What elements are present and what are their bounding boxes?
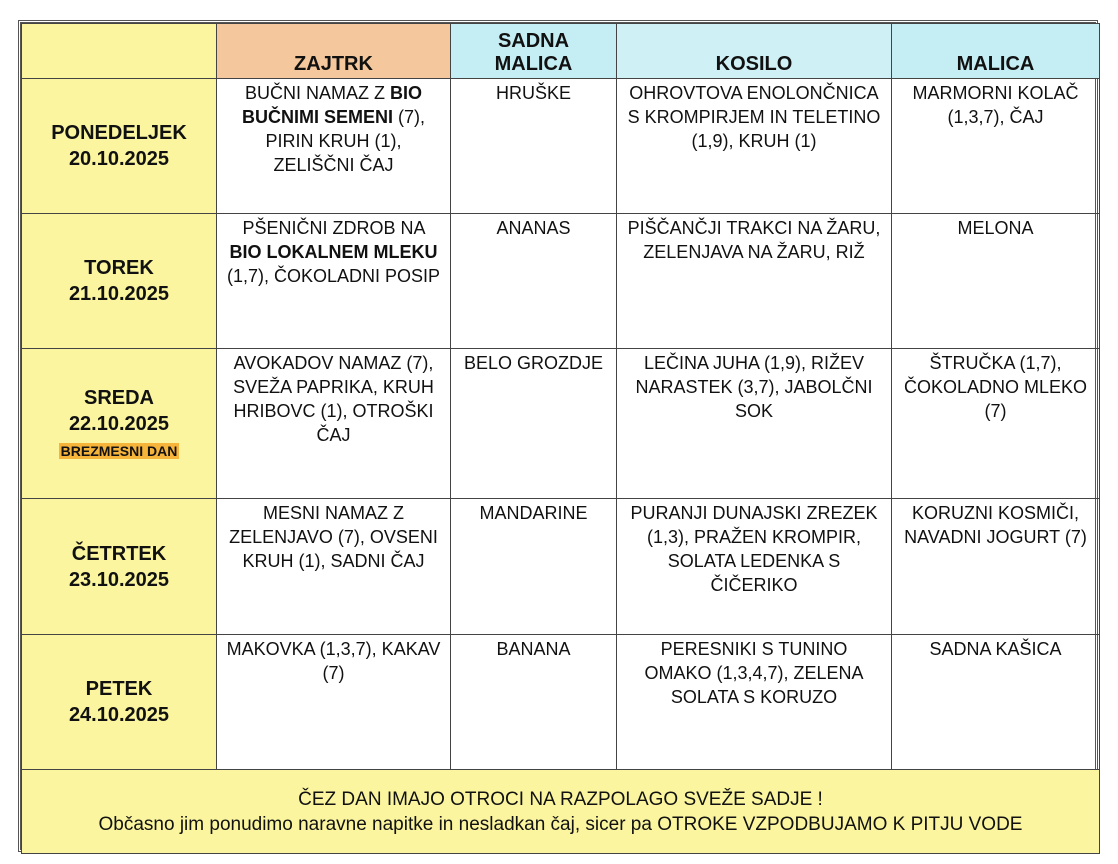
menu-text: MAKOVKA (1,3,7), KAKAV (7) [226,639,441,683]
day-name: ČETRTEK [71,542,167,565]
menu-table: ZAJTRK SADNA MALICA KOSILO MALICA PONEDELJEK… [18,20,1100,854]
menu-text: ANANAS [496,218,571,238]
menu-text: KORUZNI KOSMIČI, NAVADNI JOGURT (7) [904,503,1087,547]
day-cell: PONEDELJEK 20.10.2025 [21,78,217,214]
menu-text-part: BUČNI NAMAZ Z [244,83,385,103]
day-date: 24.10.2025 [68,704,170,726]
note-wrap: BREZMESNI DAN [30,437,208,463]
menu-text: MANDARINE [479,503,588,523]
footer-row: ČEZ DAN IMAJO OTROCI NA RAZPOLAGO SVEŽE … [21,769,1100,854]
day-row: PONEDELJEK 20.10.2025 BUČNI NAMAZ Z BIO BU… [21,78,1100,214]
menu-text: PERESNIKI S TUNINO OMAKO (1,3,4,7), ZELE… [644,639,864,707]
menu-cell: KORUZNI KOSMIČI, NAVADNI JOGURT (7) [891,498,1100,635]
column-header: MALICA [891,23,1100,79]
menu-cell: PŠENIČNI ZDROB NA BIO LOKALNEM MLEKU (1,… [216,213,451,349]
day-row: PETEK 24.10.2025 MAKOVKA (1,3,7), KAKAV (7… [21,634,1100,770]
menu-text-part: BIO LOKALNEM MLEKU [229,242,438,262]
day-row: SREDA 22.10.2025 BREZMESNI DAN AVOKADOV NAM… [21,348,1100,499]
menu-cell: HRUŠKE [450,78,617,214]
menu-text: SADNA KAŠICA [929,639,1062,659]
menu-cell: ŠTRUČKA (1,7), ČOKOLADNO MLEKO (7) [891,348,1100,499]
day-cell: TOREK 21.10.2025 [21,213,217,349]
menu-cell: OHROVTOVA ENOLONČNICA S KROMPIRJEM IN TE… [616,78,892,214]
day-row: TOREK 21.10.2025 PŠENIČNI ZDROB NA BIO LOK… [21,213,1100,349]
day-date: 20.10.2025 [68,148,170,170]
menu-text-part: (1,7), ČOKOLADNI POSIP [226,266,441,286]
menu-text: MESNI NAMAZ Z ZELENJAVO (7), OVSENI KRUH… [229,503,438,571]
menu-text: MARMORNI KOLAČ (1,3,7), ČAJ [912,83,1079,127]
day-date: 22.10.2025 [68,412,170,435]
menu-cell: BUČNI NAMAZ Z BIO BUČNIMI SEMENI (7), PI… [216,78,451,214]
menu-cell: SADNA KAŠICA [891,634,1100,770]
footer-cell: ČEZ DAN IMAJO OTROCI NA RAZPOLAGO SVEŽE … [21,769,1100,854]
day-name: TOREK [84,257,154,279]
column-header: KOSILO [616,23,892,79]
menu-text: PURANJI DUNAJSKI ZREZEK (1,3), PRAŽEN KR… [630,503,878,595]
menu-cell: MARMORNI KOLAČ (1,3,7), ČAJ [891,78,1100,214]
menu-text: AVOKADOV NAMAZ (7), SVEŽA PAPRIKA, KRUH … [233,353,434,445]
menu-cell: MAKOVKA (1,3,7), KAKAV (7) [216,634,451,770]
menu-text: PIŠČANČJI TRAKCI NA ŽARU, ZELENJAVA NA Ž… [627,218,881,262]
menu-cell: ANANAS [450,213,617,349]
menu-text: ŠTRUČKA (1,7), ČOKOLADNO MLEKO (7) [903,353,1088,421]
menu-text: BELO GROZDJE [463,353,604,373]
column-header: ZAJTRK [216,23,451,79]
day-name: SREDA [83,386,154,409]
menu-text: HRUŠKE [495,83,571,103]
menu-text: BANANA [496,639,571,659]
menu-text-part: PŠENIČNI ZDROB NA [242,218,425,238]
day-name: PETEK [85,678,153,700]
menu-text: OHROVTOVA ENOLONČNICA S KROMPIRJEM IN TE… [627,83,881,151]
menu-text-part: BIO BUČNIMI SEMENI [241,83,423,127]
header-row: ZAJTRK SADNA MALICA KOSILO MALICA [21,23,1100,79]
menu-text: LEČINA JUHA (1,9), RIŽEV NARASTEK (3,7),… [635,353,873,421]
day-date: 23.10.2025 [68,568,170,591]
day-name: PONEDELJEK [51,122,187,144]
menu-cell: MANDARINE [450,498,617,635]
menu-cell: MELONA [891,213,1100,349]
column-header: SADNA MALICA [450,23,617,79]
day-cell: SREDA 22.10.2025 BREZMESNI DAN [21,348,217,499]
menu-cell: PIŠČANČJI TRAKCI NA ŽARU, ZELENJAVA NA Ž… [616,213,892,349]
day-row: ČETRTEK 23.10.2025 MESNI NAMAZ Z ZELENJAVO… [21,498,1100,635]
menu-cell: MESNI NAMAZ Z ZELENJAVO (7), OVSENI KRUH… [216,498,451,635]
menu-cell: PURANJI DUNAJSKI ZREZEK (1,3), PRAŽEN KR… [616,498,892,635]
day-note: BREZMESNI DAN [58,442,180,459]
day-date: 21.10.2025 [68,283,170,305]
corner-cell [21,23,217,79]
day-cell: PETEK 24.10.2025 [21,634,217,770]
menu-text: MELONA [957,218,1034,238]
footer-line: Občasno jim ponudimo naravne napitke in … [98,813,1023,835]
menu-cell: PERESNIKI S TUNINO OMAKO (1,3,4,7), ZELE… [616,634,892,770]
menu-cell: BELO GROZDJE [450,348,617,499]
menu-cell: LEČINA JUHA (1,9), RIŽEV NARASTEK (3,7),… [616,348,892,499]
menu-cell: BANANA [450,634,617,770]
day-cell: ČETRTEK 23.10.2025 [21,498,217,635]
menu-text-part: (7), PIRIN KRUH (1), ZELIŠČNI ČAJ [265,107,426,175]
menu-cell: AVOKADOV NAMAZ (7), SVEŽA PAPRIKA, KRUH … [216,348,451,499]
footer-line: ČEZ DAN IMAJO OTROCI NA RAZPOLAGO SVEŽE … [298,788,823,810]
